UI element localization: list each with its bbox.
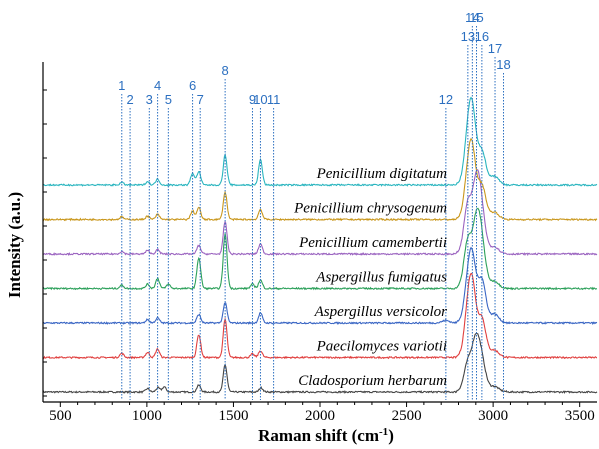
x-tick-label-500: 500 bbox=[49, 408, 72, 424]
peak-marker-label-9: 9 bbox=[249, 92, 256, 107]
spectra-layer bbox=[42, 96, 598, 395]
spectrum-line-1 bbox=[42, 332, 598, 395]
peak-marker-label-5: 5 bbox=[165, 92, 172, 107]
peak-marker-label-15: 15 bbox=[469, 10, 483, 25]
series-label-6: Penicillium chrysogenum bbox=[293, 201, 447, 217]
x-tick-label-3500: 3500 bbox=[565, 408, 595, 424]
peak-marker-label-7: 7 bbox=[197, 92, 204, 107]
x-tick-label-2000: 2000 bbox=[305, 408, 335, 424]
series-label-1: Cladosporium herbarum bbox=[298, 373, 447, 389]
peak-marker-label-16: 16 bbox=[475, 29, 489, 44]
peak-marker-label-12: 12 bbox=[439, 92, 453, 107]
series-label-2: Paecilomyces variotii bbox=[316, 339, 447, 355]
peak-marker-label-6: 6 bbox=[189, 78, 196, 93]
x-axis-title-main: Raman shift (cm bbox=[258, 426, 379, 445]
spectrum-line-6 bbox=[42, 137, 598, 222]
spectrum-line-2 bbox=[42, 273, 597, 360]
peak-marker-label-1: 1 bbox=[118, 78, 125, 93]
x-tick-label-1000: 1000 bbox=[132, 408, 162, 424]
peak-marker-label-8: 8 bbox=[222, 63, 229, 78]
series-label-5: Penicillium camembertii bbox=[298, 235, 447, 251]
species-label-layer: Cladosporium herbarum Paecilomyces variot… bbox=[293, 166, 447, 389]
peak-marker-label-17: 17 bbox=[488, 41, 502, 56]
x-tick-label-2500: 2500 bbox=[392, 408, 422, 424]
peak-marker-label-10: 10 bbox=[253, 92, 267, 107]
peak-marker-label-2: 2 bbox=[126, 92, 133, 107]
peak-marker-label-4: 4 bbox=[154, 78, 161, 93]
x-axis-title-close: ) bbox=[388, 426, 394, 445]
series-label-3: Aspergillus versicolor bbox=[314, 304, 448, 320]
peak-marker-label-14: 14 bbox=[465, 10, 479, 25]
x-tick-label-3000: 3000 bbox=[478, 408, 508, 424]
peak-marker-label-3: 3 bbox=[146, 92, 153, 107]
series-label-7: Penicillium digitatum bbox=[316, 166, 448, 182]
peak-marker-label-18: 18 bbox=[496, 57, 510, 72]
spectrum-line-3 bbox=[42, 246, 598, 326]
spectrum-line-7 bbox=[42, 96, 598, 188]
y-axis-title: Intensity (a.u.) bbox=[5, 192, 24, 298]
axes: 500 1000 1500 2000 2500 3000 3500 bbox=[42, 62, 597, 424]
spectrum-line-5 bbox=[42, 169, 598, 257]
peak-marker-label-13: 13 bbox=[461, 29, 475, 44]
series-label-4: Aspergillus fumigatus bbox=[315, 270, 447, 286]
peak-marker-label-11: 11 bbox=[267, 92, 281, 107]
x-tick-label-1500: 1500 bbox=[218, 408, 248, 424]
spectrum-line-4 bbox=[42, 207, 598, 291]
x-axis-title-superscript: -1 bbox=[379, 426, 388, 438]
x-axis-title: Raman shift (cm-1) bbox=[258, 426, 394, 445]
